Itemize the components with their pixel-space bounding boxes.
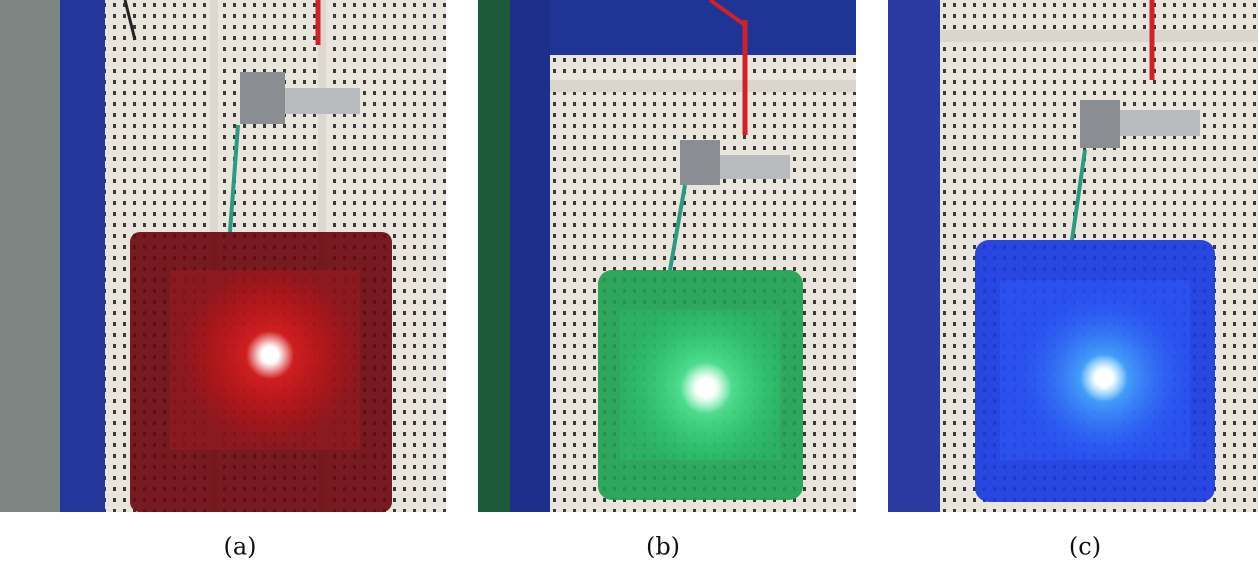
photo-c <box>888 0 1258 512</box>
page: (a) (b) (c) (() => { const data = JSON.p… <box>0 0 1260 565</box>
photo-a <box>0 0 446 512</box>
caption: (a) <box>223 533 256 561</box>
figure: (a) (b) (c) <box>0 0 1260 565</box>
caption: (b) <box>646 533 680 561</box>
photo-b <box>478 0 856 512</box>
caption: (c) <box>1069 533 1101 561</box>
